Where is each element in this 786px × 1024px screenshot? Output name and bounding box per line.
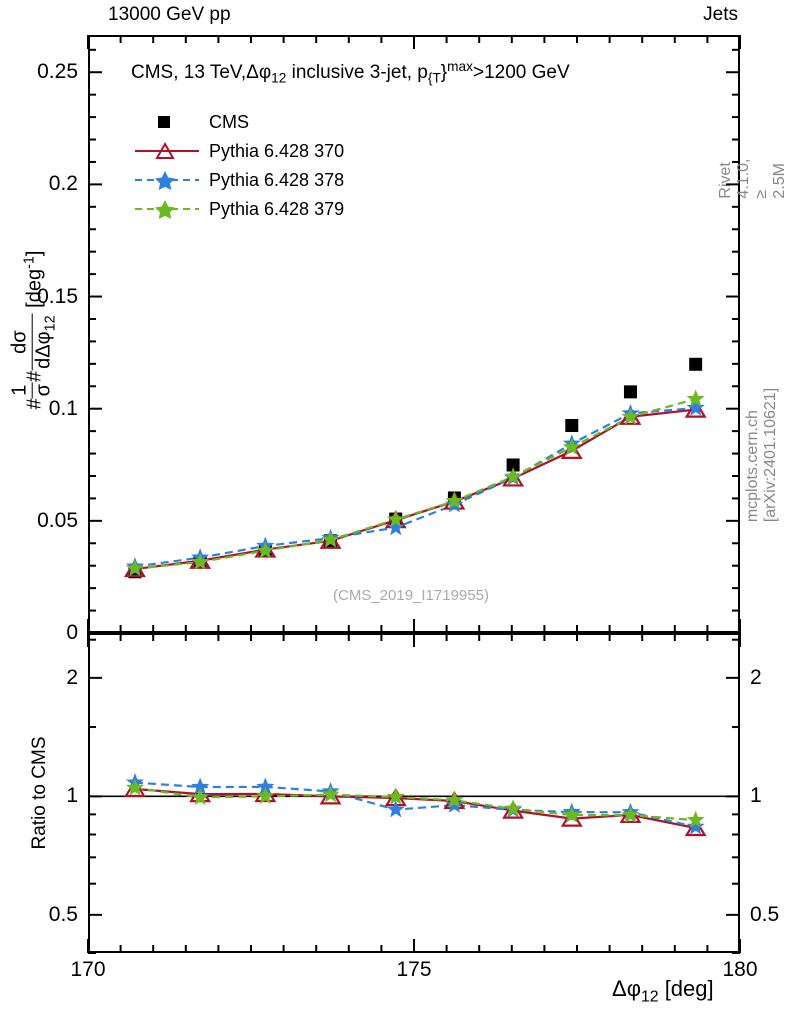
legend-key-pythia-378 xyxy=(135,171,199,190)
legend-label-pythia-379: Pythia 6.428 379 xyxy=(209,199,345,219)
ratio-y-tick-label-1: 1 xyxy=(66,784,78,808)
legend-key-cms xyxy=(158,116,170,128)
x-label-unit: [deg] xyxy=(658,976,714,1001)
ratio-y-tick-label-right-1: 1 xyxy=(750,784,762,808)
title-pt-max: max xyxy=(447,59,473,74)
legend-label-pythia-378: Pythia 6.428 378 xyxy=(209,170,345,190)
x-tick-label-180: 180 xyxy=(722,958,758,981)
y-tick-label-0.1: 0.1 xyxy=(48,396,78,420)
analysis-id-watermark: (CMS_2019_I1719955) xyxy=(333,587,489,604)
y-tick-label-0.15: 0.15 xyxy=(37,284,78,308)
header-beam-label: 13000 GeV pp xyxy=(108,4,231,25)
ratio-y-tick-label-2: 2 xyxy=(66,665,78,689)
y-tick-label-0: 0 xyxy=(66,621,78,644)
title-delta-sub: 12 xyxy=(271,70,287,86)
y-tick-label-0.05: 0.05 xyxy=(37,508,78,532)
title-middle: inclusive 3-jet, p xyxy=(286,61,428,83)
legend-key-pythia-379 xyxy=(135,200,199,219)
y-axis-label: #1 σ # dσ dΔφ12 [deg-1] xyxy=(8,250,60,409)
y-tick-label-0.2: 0.2 xyxy=(48,172,78,196)
x-tick-label-170: 170 xyxy=(70,958,106,981)
ratio-y-tick-label-0.5: 0.5 xyxy=(48,902,78,926)
ratio-y-tick-label-right-2: 2 xyxy=(750,665,762,689)
y-label-unit-end: ] xyxy=(23,250,46,257)
x-label-delta: Δφ xyxy=(612,976,641,1001)
title-prefix: CMS, 13 TeV, xyxy=(131,61,247,83)
plot-title: CMS, 13 TeV,Δφ12 inclusive 3-jet, p{T}ma… xyxy=(131,60,570,85)
mcplots-reference-label: mcplots.cern.ch [arXiv:2401.10621] xyxy=(744,387,779,523)
y-label-hash-2: # xyxy=(23,370,46,382)
y-label-frac-2: dσ dΔφ12 xyxy=(8,313,59,371)
rivet-version-label: Rivet 4.1.0, ≥ 2.5M events xyxy=(717,158,786,199)
title-suffix: >1200 GeV xyxy=(473,61,570,83)
title-pt-brace: } xyxy=(440,61,448,83)
ratio-plot-panel xyxy=(88,633,740,953)
title-pt-sub: {T xyxy=(427,70,441,86)
y-label-unit-exp: -1 xyxy=(21,256,38,269)
ratio-y-tick-label-right-0.5: 0.5 xyxy=(750,902,780,926)
x-axis-label: Δφ12 [deg] xyxy=(612,978,714,1005)
header-analysis-label: Jets xyxy=(703,4,738,25)
legend-label-cms: CMS xyxy=(209,112,249,132)
x-tick-label-175: 175 xyxy=(396,958,432,981)
legend-key-pythia-370 xyxy=(135,141,199,159)
legend-label-pythia-370: Pythia 6.428 370 xyxy=(209,141,345,161)
x-label-sub: 12 xyxy=(640,988,659,1006)
title-delta-phi: Δφ xyxy=(246,61,272,83)
y-tick-label-0.25: 0.25 xyxy=(37,60,78,84)
